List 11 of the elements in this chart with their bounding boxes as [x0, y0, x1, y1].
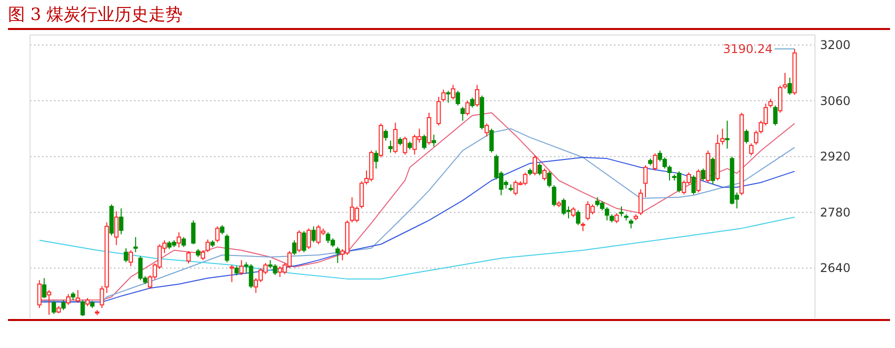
candlestick: [374, 150, 378, 170]
line-series: [38, 216, 796, 280]
candlestick: [725, 120, 730, 150]
y-tick-label: 2920: [820, 150, 851, 164]
candlestick: [114, 210, 119, 246]
y-tick-label: 3060: [820, 94, 851, 108]
annotation: 3190.24: [722, 42, 773, 56]
y-tick-label: 2640: [820, 261, 851, 276]
y-tick-label: 3200: [820, 38, 851, 52]
y-tick-label: 2780: [820, 205, 851, 220]
chart-title: 图 3 煤炭行业历史走势: [8, 5, 183, 25]
